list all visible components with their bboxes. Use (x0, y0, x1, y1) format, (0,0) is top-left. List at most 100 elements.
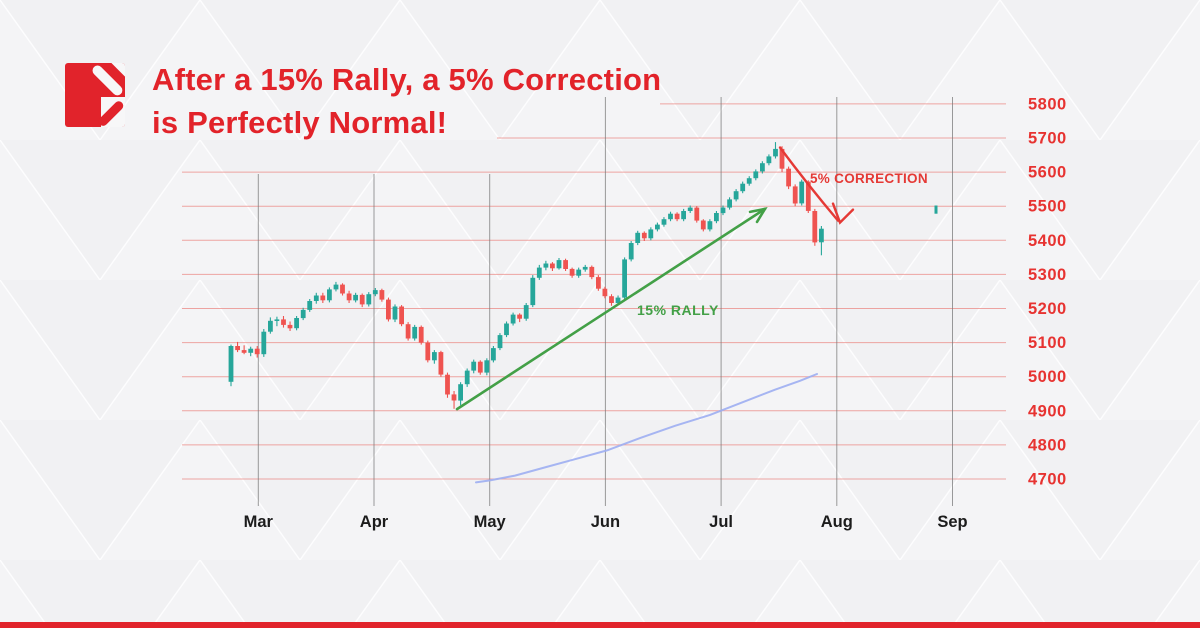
candle (707, 219, 713, 232)
candle (792, 184, 798, 207)
correction-arrowhead-icon (831, 202, 855, 225)
candle (609, 294, 614, 306)
candle (340, 283, 345, 296)
candle (438, 350, 444, 377)
brand-logo-icon (65, 63, 125, 127)
candle (228, 344, 234, 387)
rally-arrowhead-icon (748, 207, 768, 224)
candle (333, 281, 339, 292)
y-axis-label: 5200 (1028, 300, 1067, 318)
headline: After a 15% Rally, a 5% Correction is Pe… (152, 58, 792, 144)
candle (530, 275, 536, 308)
candle (287, 321, 293, 331)
correction-arrow-shaft (778, 146, 840, 222)
candle (392, 304, 398, 323)
candle (556, 258, 562, 270)
candle (412, 324, 418, 341)
y-axis-label: 5400 (1028, 232, 1067, 250)
candle (569, 267, 575, 278)
candle (445, 372, 450, 398)
y-axis-label: 5000 (1028, 368, 1067, 386)
candle (727, 197, 732, 210)
candle (622, 257, 627, 300)
candle (812, 208, 818, 246)
candle (760, 161, 765, 174)
y-axis-label: 5300 (1028, 266, 1067, 284)
candle (418, 325, 424, 345)
candle (372, 288, 378, 297)
headline-line1: After a 15% Rally, a 5% Correction (152, 62, 662, 97)
candle (766, 154, 772, 166)
candle (576, 267, 582, 278)
candle (687, 205, 693, 213)
candle (366, 292, 372, 307)
candle (674, 212, 680, 222)
candle (399, 305, 404, 327)
candle (477, 360, 483, 375)
candle (327, 287, 332, 303)
correction-label: 5% CORRECTION (810, 171, 928, 186)
candle (451, 391, 457, 409)
candle (359, 293, 365, 308)
candle (582, 264, 588, 272)
candle (254, 346, 260, 358)
candle (819, 226, 824, 256)
candle (628, 241, 634, 262)
candle (274, 316, 280, 327)
candle (241, 345, 247, 355)
y-axis-label: 5700 (1028, 130, 1067, 148)
candle (425, 340, 431, 363)
candle (733, 189, 739, 202)
candle (543, 260, 549, 271)
candle (510, 312, 516, 326)
candle (261, 329, 267, 357)
x-axis-label: Mar (244, 513, 274, 531)
y-axis-label: 4900 (1028, 402, 1067, 420)
stray-tick-mark (934, 205, 938, 214)
candle (523, 303, 529, 321)
candle (346, 290, 352, 303)
y-axis-label: 5800 (1028, 95, 1067, 113)
candle (799, 179, 805, 206)
y-axis-label: 5100 (1028, 334, 1067, 352)
candle (300, 307, 306, 321)
candle (740, 181, 746, 194)
candle (563, 258, 568, 271)
candle (458, 382, 463, 406)
candle (700, 219, 706, 232)
bottom-accent-bar (0, 622, 1200, 628)
x-axis-label: Apr (360, 513, 389, 531)
candle (635, 230, 641, 246)
x-axis-label: Aug (821, 513, 853, 531)
candle (536, 264, 542, 280)
candle (668, 211, 673, 222)
candle (589, 265, 595, 280)
candle (661, 217, 667, 227)
candle (235, 341, 240, 353)
candle (753, 169, 759, 181)
candle (720, 205, 726, 216)
candle (353, 292, 358, 303)
y-axis-label: 4800 (1028, 436, 1067, 454)
candle (681, 208, 686, 222)
candle (248, 346, 254, 357)
rally-label: 15% RALLY (637, 302, 719, 318)
candle (491, 346, 496, 363)
candle (648, 227, 654, 241)
candle (602, 286, 608, 299)
x-axis-label: May (474, 513, 507, 531)
candle (464, 368, 470, 387)
candle (294, 316, 299, 331)
candle (484, 358, 490, 376)
candle (307, 299, 313, 312)
candle (773, 142, 778, 159)
candle (550, 262, 555, 271)
rally-arrow-shaft (455, 207, 767, 411)
candle (379, 288, 385, 302)
candle (694, 206, 700, 223)
candle (504, 321, 509, 338)
candle (655, 222, 660, 232)
candle (386, 297, 391, 322)
